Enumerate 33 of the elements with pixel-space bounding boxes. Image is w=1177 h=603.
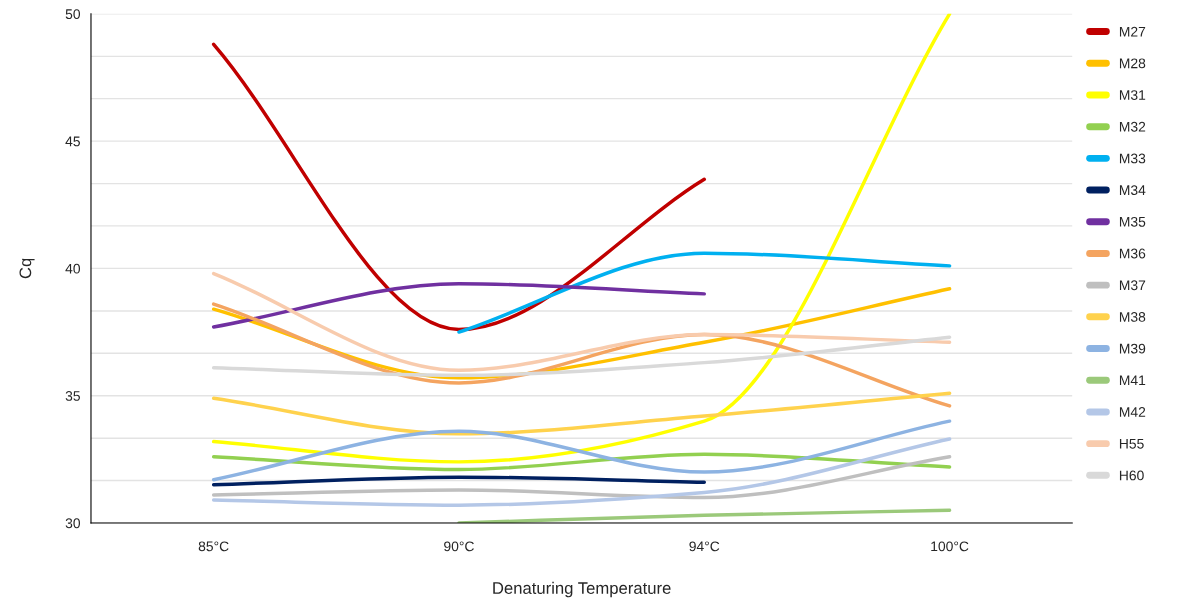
legend-label: M39	[1119, 343, 1146, 354]
x-tick-label: 94°C	[689, 541, 720, 552]
legend-label: M33	[1119, 153, 1146, 164]
line-series	[211, 13, 952, 464]
x-tick-label: 100°C	[931, 541, 969, 552]
legend-label: M36	[1119, 248, 1146, 259]
line-series	[211, 437, 952, 507]
legend-label: M32	[1119, 121, 1146, 132]
legend-label: M31	[1119, 90, 1146, 100]
x-axis-title: Denaturing Temperature	[493, 581, 671, 598]
y-tick-label: 40	[65, 263, 81, 274]
legend-label: M38	[1119, 312, 1146, 322]
line-series	[211, 455, 952, 500]
y-axis-title: Cq	[19, 258, 35, 279]
legend-label: M34	[1119, 185, 1146, 196]
x-tick-label: 85°C	[198, 541, 229, 552]
legend-label: M41	[1119, 375, 1146, 386]
x-tick-label: 90°C	[444, 541, 474, 552]
legend-label: M27	[1119, 26, 1146, 37]
y-tick-label: 50	[65, 9, 81, 20]
y-tick-label: 30	[65, 518, 81, 529]
legend-label: M37	[1119, 280, 1146, 291]
legend-label: H60	[1119, 470, 1144, 481]
line-series	[211, 419, 952, 482]
y-tick-label: 35	[65, 391, 80, 401]
legend-label: M35	[1119, 216, 1146, 227]
legend-label: H55	[1119, 438, 1144, 449]
legend-label: M28	[1119, 58, 1146, 69]
legend-label: M42	[1119, 407, 1146, 417]
line-series	[211, 271, 952, 372]
line-series	[211, 452, 952, 472]
line-series	[211, 391, 952, 436]
y-tick-label: 45	[65, 136, 80, 147]
